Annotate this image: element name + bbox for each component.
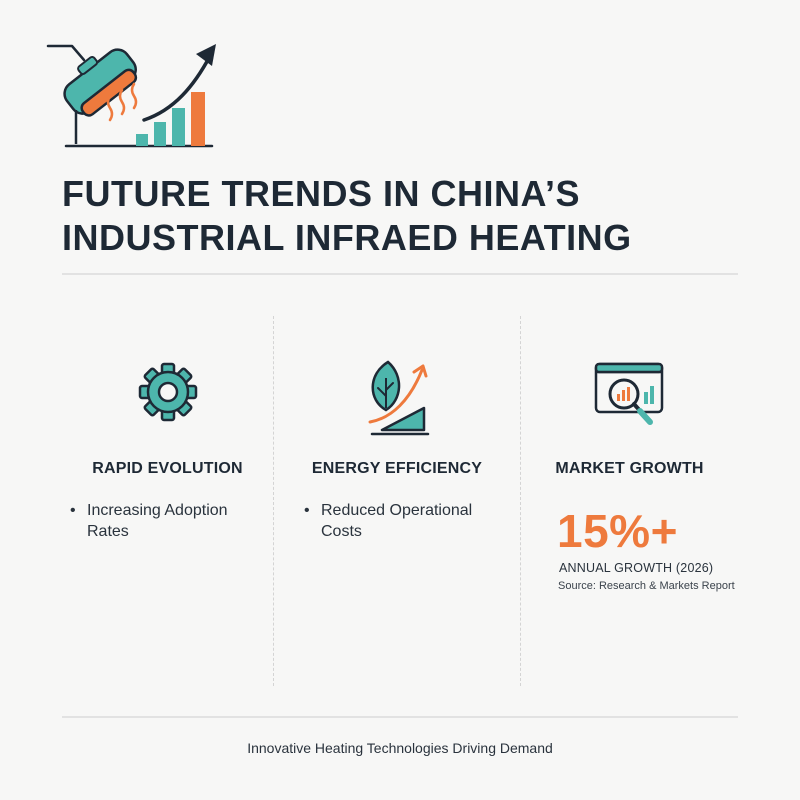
rapid-evolution-column: RAPID EVOLUTION • Increasing Adoption Ra… xyxy=(62,350,273,680)
bullet-text: Reduced Operational Costs xyxy=(321,502,473,540)
footer-tagline: Innovative Heating Technologies Driving … xyxy=(247,740,553,756)
growth-percentage: 15%+ xyxy=(557,505,678,557)
bullet-dot: • xyxy=(70,502,76,519)
market-growth-column: MARKET GROWTH 15%+ ANNUAL GROWTH (2026) … xyxy=(521,350,738,680)
bullet-item: • Increasing Adoption Rates xyxy=(70,500,270,542)
growth-label: ANNUAL GROWTH (2026) xyxy=(559,561,714,575)
leaf-growth-icon xyxy=(368,360,430,436)
page-title: FUTURE TRENDS IN CHINA’S INDUSTRIAL INFR… xyxy=(62,172,752,260)
market-analysis-icon xyxy=(594,362,663,425)
title-line-1: FUTURE TRENDS IN CHINA’S xyxy=(62,173,581,214)
column-heading: RAPID EVOLUTION xyxy=(92,460,243,477)
column-divider xyxy=(520,316,521,686)
infrared-heater-growth-icon xyxy=(46,44,216,148)
gear-icon xyxy=(138,362,197,422)
bottom-divider xyxy=(62,716,738,718)
column-divider xyxy=(273,316,274,686)
bullet-dot: • xyxy=(304,502,310,519)
column-heading: ENERGY EFFICIENCY xyxy=(311,460,483,477)
bullet-text: Increasing Adoption Rates xyxy=(87,502,228,540)
source-citation: Source: Research & Markets Report xyxy=(558,580,735,592)
column-heading: MARKET GROWTH xyxy=(555,460,704,477)
bullet-item: • Reduced Operational Costs xyxy=(304,500,514,542)
energy-efficiency-column: ENERGY EFFICIENCY • Reduced Operational … xyxy=(274,350,520,680)
title-line-2: INDUSTRIAL INFRAED HEATING xyxy=(62,217,632,258)
top-divider xyxy=(62,273,738,275)
